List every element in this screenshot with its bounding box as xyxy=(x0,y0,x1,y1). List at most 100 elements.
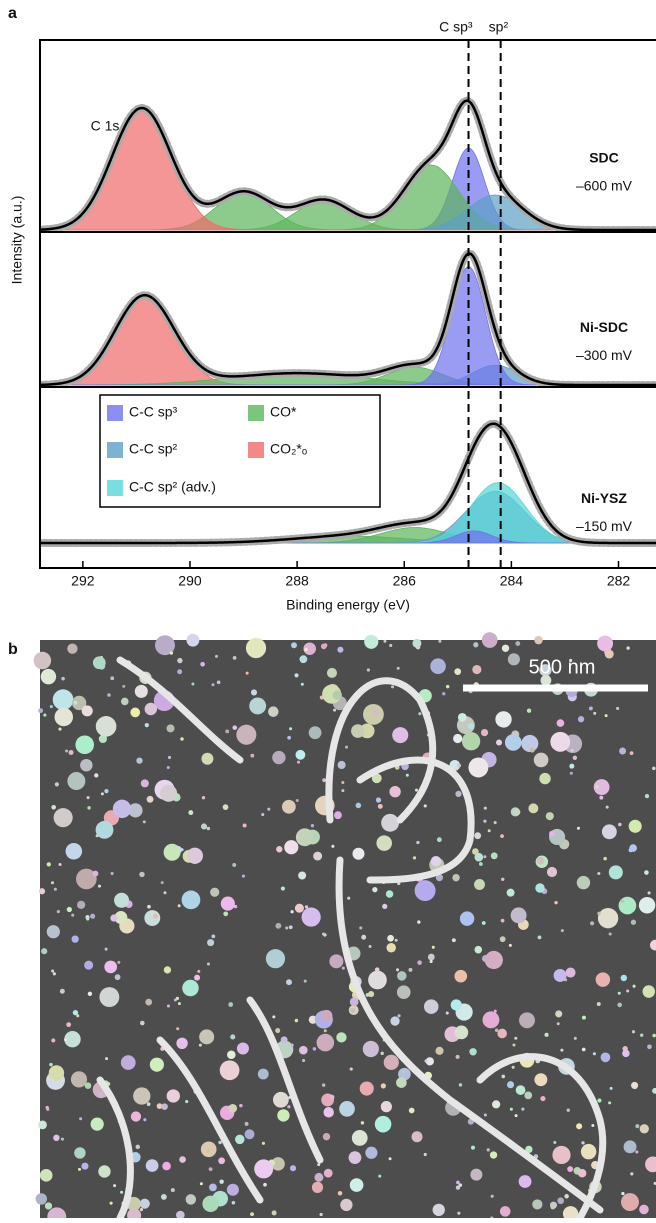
x-tick-label: 290 xyxy=(178,573,202,589)
particle xyxy=(427,953,435,961)
particle xyxy=(510,907,527,924)
particle xyxy=(87,806,91,810)
particle xyxy=(180,737,184,741)
particle xyxy=(267,807,271,811)
x-axis-title: Binding energy (eV) xyxy=(286,597,410,613)
particle xyxy=(76,900,86,909)
particle xyxy=(39,1169,53,1182)
particle xyxy=(365,1146,378,1159)
particle xyxy=(51,969,55,973)
particle xyxy=(461,732,481,751)
particle xyxy=(432,1203,445,1217)
particle xyxy=(501,877,505,881)
particle xyxy=(560,929,564,933)
particle xyxy=(177,669,183,675)
particle xyxy=(344,745,349,749)
particle xyxy=(92,656,106,670)
particle xyxy=(144,722,149,728)
particle xyxy=(617,991,621,995)
particle xyxy=(473,642,479,648)
nanotube xyxy=(356,756,475,884)
particle xyxy=(120,1055,136,1070)
particle xyxy=(631,1081,639,1090)
particle xyxy=(287,735,291,740)
particle xyxy=(271,1210,277,1216)
particle xyxy=(64,1038,68,1042)
particle xyxy=(208,1167,213,1172)
particle xyxy=(592,1052,596,1056)
particle xyxy=(163,891,167,895)
particle xyxy=(322,932,326,936)
particle xyxy=(200,661,205,667)
particle xyxy=(44,1202,53,1210)
particle xyxy=(272,1015,276,1019)
particle xyxy=(326,667,338,678)
particle xyxy=(597,911,601,916)
particle xyxy=(604,649,614,659)
particle xyxy=(54,782,59,787)
particle xyxy=(74,1147,86,1159)
particle xyxy=(100,792,104,796)
particle xyxy=(276,846,283,853)
particle xyxy=(553,1141,557,1145)
particle xyxy=(59,988,65,994)
particle xyxy=(576,1123,583,1130)
particle xyxy=(506,888,515,897)
legend-label: C-C sp² (adv.) xyxy=(129,479,216,495)
particle xyxy=(618,896,637,915)
particle xyxy=(263,1182,267,1187)
particle xyxy=(521,1107,525,1111)
particle xyxy=(372,887,378,893)
particle xyxy=(618,822,622,827)
particle xyxy=(645,1156,656,1173)
particle xyxy=(514,1036,518,1040)
particle xyxy=(232,656,237,660)
particle xyxy=(581,1047,586,1052)
particle xyxy=(537,935,542,940)
particle xyxy=(302,1058,306,1063)
particle xyxy=(290,1043,294,1047)
particle xyxy=(177,1002,181,1006)
particle xyxy=(162,1161,171,1171)
particle xyxy=(235,1134,245,1145)
particle xyxy=(380,1051,384,1056)
nanotube xyxy=(246,996,324,1164)
particle xyxy=(511,1065,515,1069)
particle xyxy=(572,755,578,760)
particle xyxy=(153,913,159,919)
particle xyxy=(194,974,201,981)
particle xyxy=(556,1022,560,1026)
particle xyxy=(104,947,108,951)
particle xyxy=(147,904,151,909)
particle xyxy=(435,874,444,882)
particle xyxy=(454,668,462,676)
particle xyxy=(209,1183,217,1192)
particle xyxy=(425,1057,434,1066)
particle xyxy=(80,758,93,772)
particle xyxy=(220,896,235,911)
particle xyxy=(377,803,383,809)
particle xyxy=(216,680,221,685)
particle xyxy=(482,1011,500,1029)
particle xyxy=(72,1009,79,1016)
particle xyxy=(49,1062,53,1067)
particle xyxy=(388,1157,392,1161)
particle xyxy=(336,1032,347,1043)
particle xyxy=(179,1156,186,1163)
particle xyxy=(497,1028,507,1039)
particle xyxy=(249,697,267,715)
particle xyxy=(486,1148,490,1152)
scale-bar-label: 500 nm xyxy=(529,656,596,678)
particle xyxy=(149,1057,164,1072)
particle xyxy=(490,852,498,860)
particle xyxy=(160,784,178,802)
particle xyxy=(629,751,634,756)
particle xyxy=(455,1054,460,1059)
particle xyxy=(569,771,573,775)
particle xyxy=(133,1087,151,1105)
particle xyxy=(114,892,130,908)
particle xyxy=(453,733,463,744)
particle xyxy=(601,824,617,840)
particle xyxy=(580,1143,597,1160)
particle xyxy=(300,682,304,686)
